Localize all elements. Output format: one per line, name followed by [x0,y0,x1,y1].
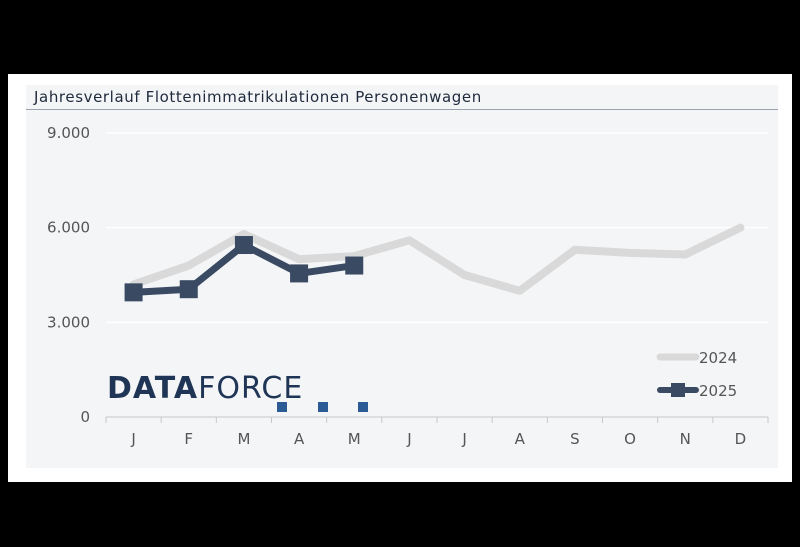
x-tick-label: A [294,430,305,448]
x-tick-label: M [348,430,361,448]
logo-dot [358,402,368,412]
x-tick-label: D [735,430,747,448]
logo-text-bold: DATA [107,371,198,406]
logo-dot [277,402,287,412]
x-tick-label: O [624,430,636,448]
logo-text-light: FORCE [198,371,303,406]
chart-title: Jahresverlauf Flottenimmatrikulationen P… [34,88,482,106]
legend-marker [671,383,685,397]
series-layer [124,223,745,302]
data-point-2025 [345,256,364,275]
y-tick-label: 0 [80,408,90,426]
x-tick-label: S [570,430,580,448]
y-axis-ticks: 0 3.000 6.000 9.000 [47,124,90,426]
legend-label: 2025 [699,382,737,400]
x-tick-label: A [515,430,526,448]
x-axis [105,416,769,423]
data-point-2025 [124,283,143,302]
data-point-2025 [234,236,253,255]
y-tick-label: 6.000 [47,219,90,237]
x-tick-label: J [406,430,411,448]
title-divider [26,109,778,110]
legend: 2024 2025 [656,349,737,400]
logo-dot [318,402,328,412]
x-tick-label: J [461,430,466,448]
gridlines [106,132,768,324]
x-tick-label: M [237,430,250,448]
data-point-2025 [290,264,309,283]
legend-label: 2024 [699,349,737,367]
x-tick-label: J [130,430,135,448]
x-tick-label: F [184,430,193,448]
series-line-2024 [129,223,745,295]
y-tick-label: 3.000 [47,313,90,331]
svg-text:DATAFORCE: DATAFORCE [107,371,303,406]
dataforce-logo: DATAFORCE [107,371,368,412]
y-tick-label: 9.000 [47,124,90,142]
x-tick-label: N [680,430,691,448]
data-point-2025 [179,280,198,299]
chart-card: Jahresverlauf Flottenimmatrikulationen P… [8,74,792,482]
